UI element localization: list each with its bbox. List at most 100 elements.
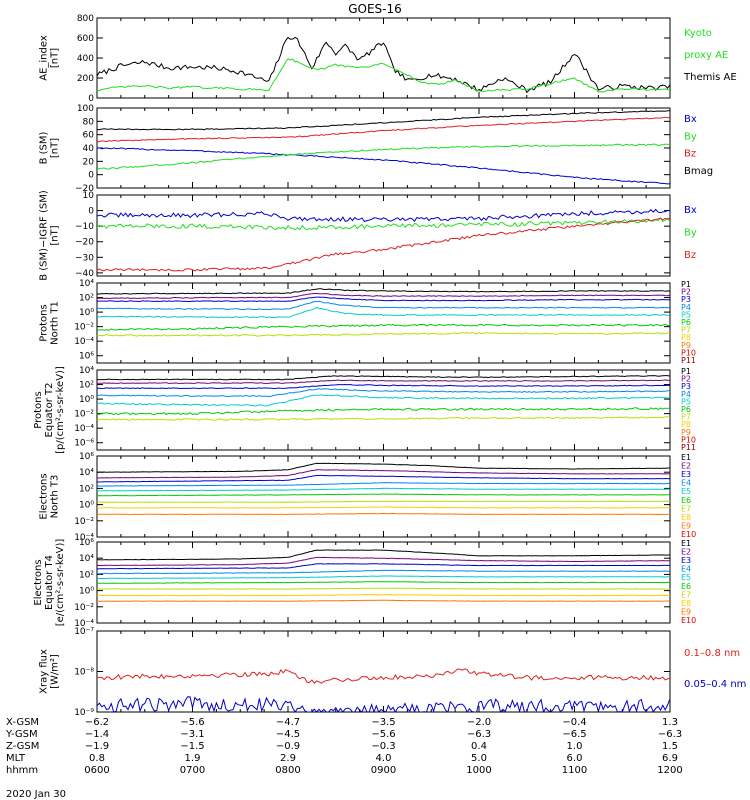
panel-frame bbox=[96, 107, 671, 189]
series-line-bz bbox=[97, 116, 670, 143]
series-group bbox=[97, 110, 670, 185]
y-tick-label: −30 bbox=[75, 253, 94, 263]
legend-entry: E8 bbox=[681, 599, 691, 608]
legend-entry: P7 bbox=[681, 326, 691, 335]
x-tick-label: −2.0 bbox=[467, 717, 491, 728]
legend-entry: P2 bbox=[681, 375, 691, 384]
y-tick-label: 10 bbox=[83, 191, 95, 201]
x-tick-label: −6.3 bbox=[658, 729, 682, 740]
x-tick-label: 1.3 bbox=[662, 717, 678, 728]
x-tick-label: −1.4 bbox=[85, 729, 109, 740]
y-tick-label: 10⁻² bbox=[74, 517, 94, 527]
series-line-p3 bbox=[97, 383, 670, 390]
x-tick-label: −0.3 bbox=[371, 741, 395, 752]
x-tick-label: −4.7 bbox=[276, 717, 300, 728]
x-tick-label: 0.4 bbox=[471, 741, 487, 752]
series-line-bx bbox=[97, 208, 670, 223]
y-tick-label: 80 bbox=[83, 117, 95, 127]
series-line-e6 bbox=[97, 581, 670, 584]
x-tick-label: 5.0 bbox=[471, 753, 487, 764]
y-tick-label: 10⁻⁶ bbox=[74, 439, 94, 449]
legend-entry: Bmag bbox=[684, 166, 713, 177]
x-tick-label: 0600 bbox=[84, 765, 109, 776]
y-axis-label: Equator T2 bbox=[44, 383, 55, 438]
chart-date: 2020 Jan 30 bbox=[6, 789, 66, 800]
series-group bbox=[97, 462, 670, 516]
x-tick-label: −3.5 bbox=[371, 717, 395, 728]
y-tick-label: 600 bbox=[77, 34, 94, 44]
x-tick-label: −3.1 bbox=[180, 729, 204, 740]
series-line-p2 bbox=[97, 379, 670, 384]
legend-entry: P8 bbox=[681, 420, 691, 429]
panel-pe: 10⁻⁶ 10⁻⁴ 10⁻² 10⁰ 10² 10⁴ Protons Equator T2 [p… bbox=[33, 366, 696, 454]
series-line-p1 bbox=[97, 288, 670, 295]
legend-entry: E5 bbox=[681, 573, 691, 582]
legend-entry: P11 bbox=[681, 356, 696, 365]
y-tick-label: 10⁴ bbox=[79, 366, 94, 376]
panel-frame bbox=[96, 630, 671, 713]
legend-entry: Kyoto bbox=[684, 28, 712, 39]
x-tick-label: 1200 bbox=[657, 765, 682, 776]
x-tick-label: 1000 bbox=[466, 765, 491, 776]
series-line-e2 bbox=[97, 556, 670, 567]
x-tick-label: 0900 bbox=[371, 765, 396, 776]
y-tick-label: 10⁻⁸ bbox=[74, 668, 94, 678]
panel-xray: 10⁻⁹ 10⁻⁸ 10⁻⁷ Xray flux [W/m²] 0.1–0.8 nm 0.0… bbox=[39, 627, 747, 718]
legend-entry: E9 bbox=[681, 607, 691, 616]
series-line-e3 bbox=[97, 474, 670, 483]
legend-entry: E3 bbox=[681, 556, 691, 565]
legend-entry: E4 bbox=[681, 479, 691, 488]
y-tick-label: 200 bbox=[77, 74, 94, 84]
series-group bbox=[97, 288, 670, 337]
series-line-p5 bbox=[97, 306, 670, 319]
x-tick-label: −6.2 bbox=[85, 717, 109, 728]
legend-entry: P10 bbox=[681, 348, 696, 357]
series-line-p3 bbox=[97, 296, 670, 303]
legend-entry: P4 bbox=[681, 390, 691, 399]
x-tick-label: −5.6 bbox=[180, 717, 204, 728]
legend-entry: E6 bbox=[681, 496, 691, 505]
legend-entry: E3 bbox=[681, 470, 691, 479]
x-tick-label: 0700 bbox=[180, 765, 205, 776]
y-axis-label: North T3 bbox=[50, 475, 61, 519]
y-tick-label: −20 bbox=[75, 238, 94, 248]
series-line-p5 bbox=[97, 394, 670, 407]
legend-entry: P8 bbox=[681, 333, 691, 342]
y-tick-label: 400 bbox=[77, 54, 94, 64]
legend-entry: Bx bbox=[684, 205, 697, 216]
x-tick-label: −0.9 bbox=[276, 741, 300, 752]
series-line-e4 bbox=[97, 482, 670, 487]
legend-entry: Bz bbox=[684, 250, 696, 261]
legend-entry: P3 bbox=[681, 295, 691, 304]
y-axis-label: Equator T4 bbox=[44, 555, 55, 610]
series-line-p7 bbox=[97, 331, 670, 337]
x-tick-label: 1.5 bbox=[662, 741, 678, 752]
y-tick-label: 10⁰ bbox=[79, 587, 94, 597]
legend-entry: P11 bbox=[681, 443, 696, 452]
chart-title: GOES-16 bbox=[348, 2, 402, 16]
panel-ae: 0 200 400 600 800 AE_index [nT] Kyoto proxy AE Th… bbox=[39, 14, 737, 104]
series-line-by bbox=[97, 143, 670, 171]
y-axis-label: Xray flux bbox=[39, 649, 50, 694]
series-line-e4 bbox=[97, 569, 670, 575]
legend-entry: P1 bbox=[681, 367, 691, 376]
y-tick-label: 10⁻² bbox=[74, 410, 94, 420]
panel-frame bbox=[96, 455, 671, 538]
legend-entry: P9 bbox=[681, 428, 691, 437]
y-axis-label: [p/(cm²-s-sr-keV)] bbox=[55, 366, 66, 454]
y-tick-label: 40 bbox=[83, 144, 95, 154]
x-tick-label: 1.0 bbox=[567, 741, 583, 752]
panel-ee: 10⁻⁴ 10⁻² 10⁰ 10² 10⁴ 10⁶ Electrons Equator T4[… bbox=[33, 538, 696, 629]
series-line-0-1-0-8-nm bbox=[97, 668, 670, 684]
y-tick-label: 10⁰ bbox=[79, 395, 94, 405]
series-line-bmag bbox=[97, 110, 670, 131]
panel-bdiff: −40 −30 −20 −10 0 10 B (SM)−IGRF (SM) [nT] Bx By B… bbox=[39, 190, 697, 281]
x-tick-label: −1.9 bbox=[85, 741, 109, 752]
legend-entry: P5 bbox=[681, 397, 691, 406]
legend-entry: E4 bbox=[681, 565, 691, 574]
y-tick-label: 10⁻⁴ bbox=[74, 619, 94, 629]
legend-entry: E1 bbox=[681, 539, 691, 548]
y-axis-label: [nT] bbox=[50, 138, 61, 158]
